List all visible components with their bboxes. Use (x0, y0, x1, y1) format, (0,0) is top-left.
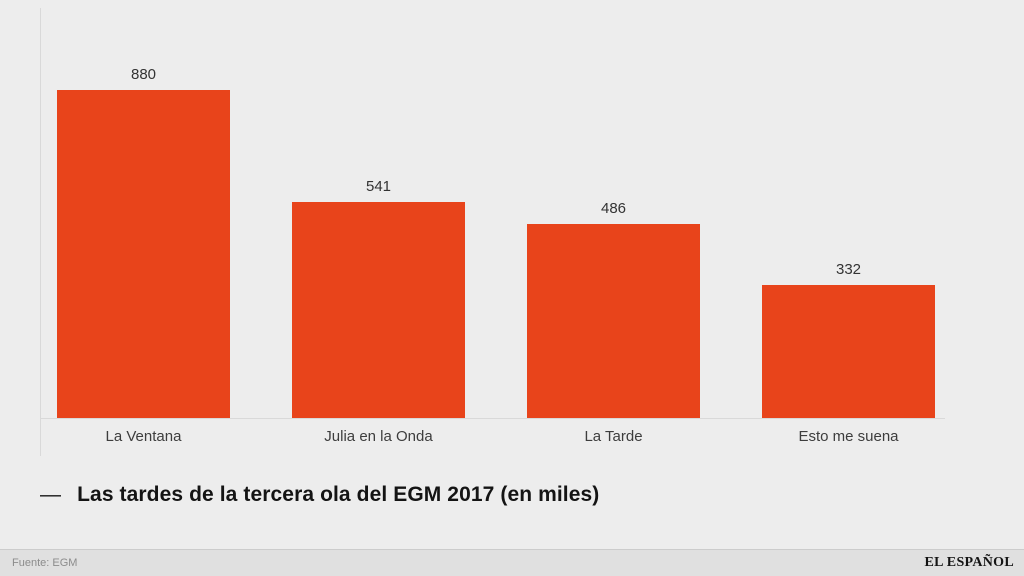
category-labels-row: La Ventana Julia en la Onda La Tarde Esto m… (57, 428, 935, 445)
chart-title: — Las tardes de la tercera ola del EGM 20… (40, 483, 599, 507)
bar-column: 541 (292, 66, 465, 418)
bar-column: 880 (57, 66, 230, 418)
y-axis-line (40, 8, 41, 456)
category-label: La Tarde (584, 428, 643, 445)
value-label: 332 (835, 261, 862, 278)
source-text: Fuente: EGM (12, 557, 78, 569)
bars-row: 880 541 486 332 (57, 66, 935, 418)
category-label: Julia en la Onda (324, 428, 433, 445)
bar (57, 90, 230, 418)
footer-bar: Fuente: EGM EL ESPAÑOL (0, 549, 1024, 576)
bar-column: 332 (762, 66, 935, 418)
bar-column: 486 (527, 66, 700, 418)
x-axis-baseline (40, 418, 945, 419)
caption-dash: — (40, 483, 62, 506)
value-label: 541 (365, 178, 392, 195)
bar-chart: 880 541 486 332 La Ventana Julia en la Onda L… (57, 66, 935, 445)
category-label: Esto me suena (798, 428, 899, 445)
value-label: 880 (130, 66, 157, 83)
bar (762, 285, 935, 418)
value-label: 486 (600, 200, 627, 217)
bar (527, 224, 700, 418)
bar (292, 202, 465, 418)
category-label: La Ventana (105, 428, 182, 445)
brand-logo: EL ESPAÑOL (924, 555, 1014, 570)
chart-title-text: Las tardes de la tercera ola del EGM 201… (77, 483, 600, 506)
